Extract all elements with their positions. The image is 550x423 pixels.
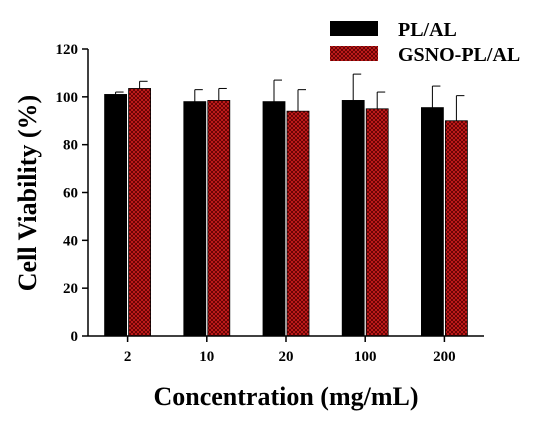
x-tick-label: 20 [279, 349, 294, 365]
y-tick-label: 60 [63, 186, 78, 202]
y-tick-label: 100 [56, 90, 79, 106]
x-tick-label: 2 [124, 349, 132, 365]
bar-gsno-pl-al-200 [444, 120, 468, 337]
legend-swatch-pl-al [330, 21, 378, 36]
y-axis-title: Cell Viability (%) [13, 95, 42, 291]
bar-gsno-pl-al-100 [365, 108, 389, 337]
legend-label-gsno-pl-al: GSNO-PL/AL [398, 44, 520, 66]
x-ticks: 2 10 20 100 200 [124, 336, 456, 365]
legend-swatch-gsno-pl-al [330, 46, 378, 61]
x-tick-label: 100 [354, 349, 377, 365]
y-tick-label: 40 [63, 233, 78, 249]
x-axis-title: Concentration (mg/mL) [153, 382, 418, 411]
legend-label-pl-al: PL/AL [398, 19, 457, 41]
bar-pl-al-200 [420, 107, 444, 337]
bar-pl-al-20 [262, 101, 286, 337]
y-tick-label: 80 [63, 138, 78, 154]
bar-pl-al-2 [104, 94, 127, 337]
bar-gsno-pl-al-10 [207, 100, 231, 337]
y-tick-label: 120 [56, 42, 79, 58]
legend: PL/AL GSNO-PL/AL [330, 19, 520, 66]
x-tick-label: 10 [199, 349, 214, 365]
bar-gsno-pl-al-20 [286, 110, 310, 337]
y-tick-label: 0 [71, 329, 79, 345]
x-tick-label: 200 [433, 349, 456, 365]
y-ticks: 0 20 40 60 80 100 120 [56, 42, 88, 345]
bar-pl-al-10 [183, 101, 207, 337]
bar-pl-al-100 [341, 100, 365, 337]
y-tick-label: 20 [63, 281, 78, 297]
bar-gsno-pl-al-2 [128, 88, 152, 337]
plot-area [104, 73, 468, 337]
